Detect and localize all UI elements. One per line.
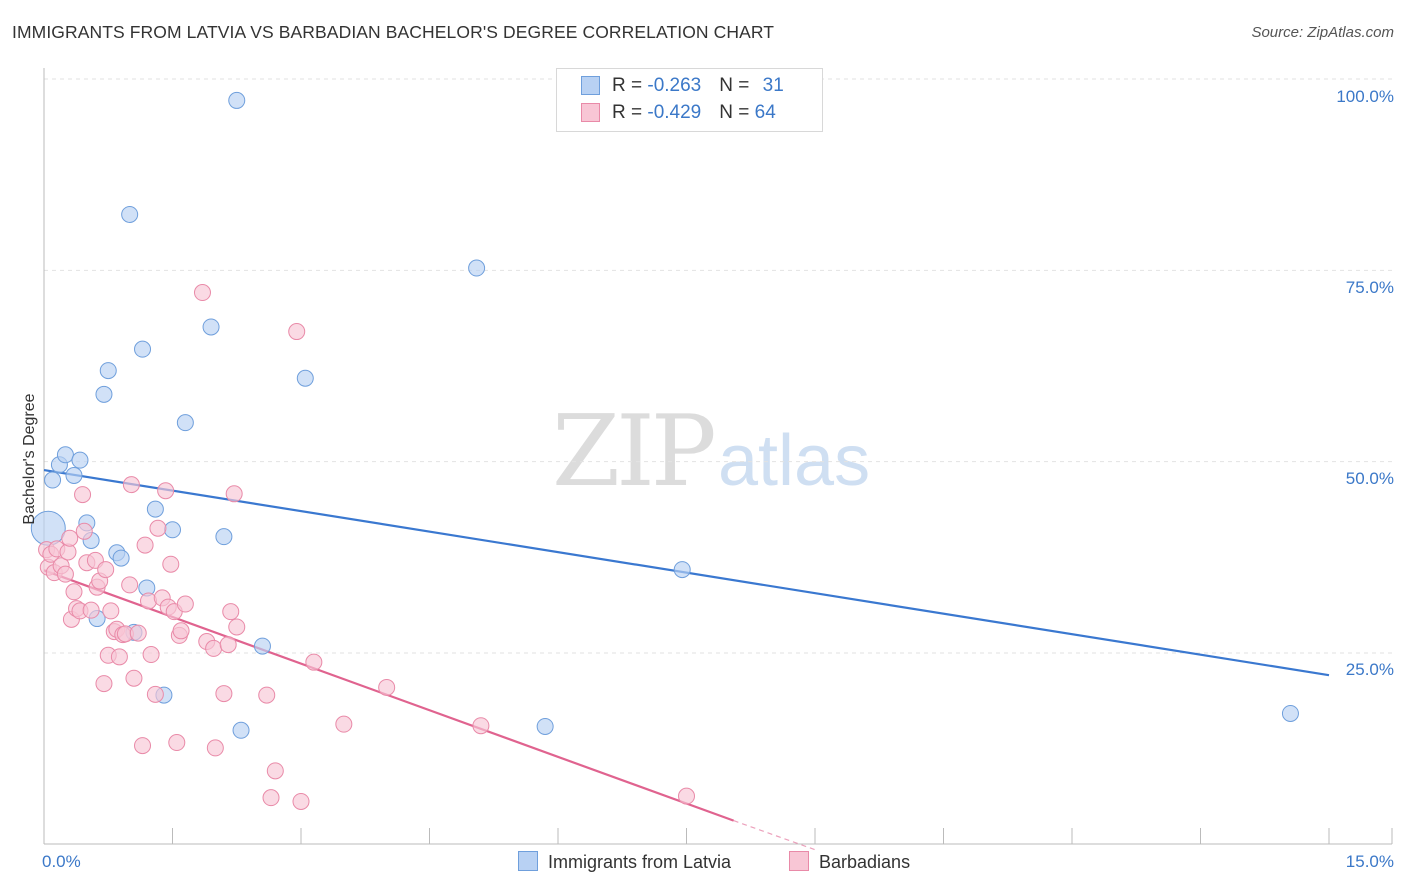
latvia-point bbox=[56, 446, 74, 464]
barbadian-point bbox=[266, 762, 284, 780]
latvia-point bbox=[65, 466, 83, 484]
barbadian-point bbox=[172, 622, 190, 640]
latvia-point bbox=[44, 471, 62, 489]
barbadian-point bbox=[162, 555, 180, 573]
barbadian-point bbox=[335, 715, 353, 733]
legend-row-latvia: R = -0.263 N = 31 bbox=[581, 75, 784, 99]
latvia-point bbox=[71, 451, 89, 469]
latvia-point bbox=[1281, 704, 1299, 722]
latvia-point bbox=[253, 637, 271, 655]
barbadian-point bbox=[146, 685, 164, 703]
latvia-point bbox=[468, 259, 486, 277]
bottom-legend-swatch-pink bbox=[789, 851, 809, 872]
trend-line-extension bbox=[733, 820, 816, 851]
n-label: N = bbox=[719, 102, 755, 123]
barbadian-point bbox=[222, 603, 240, 621]
barbadian-point bbox=[472, 717, 490, 735]
barbadian-point bbox=[168, 734, 186, 752]
barbadian-point bbox=[678, 787, 695, 805]
n-value: 31 bbox=[762, 75, 784, 96]
barbadian-point bbox=[102, 602, 120, 620]
barbadian-point bbox=[74, 486, 92, 504]
n-value: 64 bbox=[754, 102, 776, 123]
barbadian-point bbox=[206, 739, 224, 757]
barbadian-point bbox=[149, 519, 167, 537]
latvia-point bbox=[164, 521, 181, 539]
barbadian-point bbox=[122, 476, 140, 494]
barbadian-point bbox=[56, 565, 74, 583]
correlation-legend: R = -0.263 N = 31 R = -0.429 N = 64 bbox=[556, 68, 823, 132]
y-axis-label: Bachelor's Degree bbox=[21, 393, 38, 525]
barbadian-point bbox=[305, 653, 323, 671]
chart-title: IMMIGRANTS FROM LATVIA VS BARBADIAN BACH… bbox=[12, 22, 775, 42]
bottom-legend-label: Immigrants from Latvia bbox=[548, 852, 732, 872]
y-tick-label: 25.0% bbox=[1345, 660, 1394, 679]
latvia-point bbox=[95, 385, 113, 403]
watermark-zip: ZIP bbox=[552, 395, 717, 509]
latvia-point bbox=[176, 414, 194, 432]
r-label: R = bbox=[612, 75, 648, 96]
latvia-point bbox=[215, 528, 233, 546]
barbadian-point bbox=[121, 576, 139, 594]
barbadian-point bbox=[61, 529, 79, 547]
barbadian-point bbox=[292, 792, 310, 810]
y-tick-label: 50.0% bbox=[1345, 469, 1394, 488]
barbadian-point bbox=[142, 646, 160, 664]
point-layer bbox=[30, 91, 1299, 810]
barbadian-point bbox=[258, 686, 276, 704]
barbadian-point bbox=[176, 595, 194, 613]
latvia-point bbox=[202, 318, 220, 336]
barbadian-point bbox=[134, 737, 152, 755]
barbadian-point bbox=[225, 485, 243, 503]
latvia-point bbox=[228, 91, 246, 109]
barbadian-point bbox=[82, 601, 100, 619]
legend-swatch-blue bbox=[581, 76, 600, 96]
latvia-point bbox=[296, 369, 314, 387]
r-label: R = bbox=[612, 102, 648, 123]
r-value: -0.429 bbox=[647, 102, 702, 123]
latvia-point bbox=[146, 500, 164, 518]
latvia-point bbox=[232, 721, 250, 739]
barbadian-point bbox=[228, 618, 246, 636]
barbadian-point bbox=[110, 648, 128, 666]
n-label: N = bbox=[719, 75, 755, 96]
barbadian-point bbox=[193, 284, 211, 302]
latvia-point bbox=[536, 717, 554, 735]
y-tick-label: 100.0% bbox=[1336, 87, 1394, 106]
grid-layer bbox=[44, 78, 1392, 654]
latvia-point bbox=[112, 549, 130, 567]
barbadian-point bbox=[75, 522, 93, 540]
barbadian-point bbox=[215, 685, 233, 703]
latvia-point bbox=[99, 362, 117, 380]
latvia-point bbox=[673, 561, 691, 579]
barbadian-point bbox=[125, 669, 143, 687]
barbadian-point bbox=[157, 482, 175, 500]
bottom-legend-swatch-blue bbox=[518, 851, 538, 872]
barbadian-point bbox=[205, 639, 223, 657]
barbadian-point bbox=[219, 636, 237, 654]
barbadian-point bbox=[129, 624, 147, 642]
barbadian-point bbox=[97, 561, 115, 579]
barbadian-point bbox=[95, 675, 113, 693]
y-tick-label: 75.0% bbox=[1345, 278, 1394, 297]
x-tick-label: 15.0% bbox=[1345, 852, 1394, 871]
barbadian-point bbox=[288, 323, 306, 341]
axis-layer bbox=[43, 68, 1393, 845]
latvia-point bbox=[121, 205, 139, 223]
legend-row-barbadians: R = -0.429 N = 64 bbox=[581, 102, 776, 126]
legend-swatch-pink bbox=[581, 103, 600, 123]
bottom-legend-barbadians: Barbadians bbox=[789, 851, 911, 873]
barbadian-point bbox=[378, 678, 396, 696]
barbadian-point bbox=[136, 536, 154, 554]
source-label: Source: ZipAtlas.com bbox=[1251, 24, 1394, 41]
barbadian-point bbox=[262, 789, 280, 807]
bottom-legend-latvia: Immigrants from Latvia bbox=[518, 851, 732, 873]
r-value: -0.263 bbox=[647, 75, 702, 96]
bottom-legend-label: Barbadians bbox=[819, 852, 911, 872]
barbadian-point bbox=[65, 583, 83, 601]
latvia-point bbox=[134, 340, 152, 358]
watermark-atlas: atlas bbox=[718, 421, 871, 501]
x-tick-label: 0.0% bbox=[42, 852, 81, 871]
